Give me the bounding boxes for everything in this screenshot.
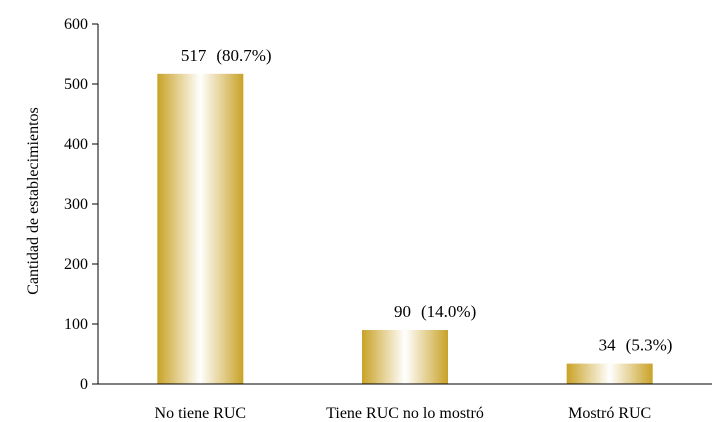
data-label-percent: (14.0%) (421, 302, 476, 321)
data-label-value: 517 (181, 46, 207, 65)
y-tick-label: 500 (64, 76, 88, 93)
y-tick-label: 400 (64, 136, 88, 153)
data-label-percent: (5.3%) (626, 336, 673, 355)
y-tick-label: 300 (64, 196, 88, 213)
data-labels: 517 (80.7%) 90 (14.0%) 34 (5.3%) (181, 46, 673, 355)
x-category-label: Tiene RUC no lo mostró (326, 405, 484, 422)
bar (566, 363, 653, 384)
y-tick-label: 100 (64, 316, 88, 333)
y-tick-label: 0 (80, 376, 88, 393)
x-category-label: No tiene RUC (155, 405, 247, 422)
x-axis-labels: No tiene RUC Tiene RUC no lo mostró Mostró… (155, 405, 652, 422)
bars (157, 73, 653, 385)
y-tick-label: 200 (64, 256, 88, 273)
y-axis-ticks: 0 100 200 300 400 500 600 (64, 16, 98, 393)
data-label-value: 90 (394, 302, 411, 321)
bar (157, 73, 244, 385)
y-tick-label: 600 (64, 16, 88, 33)
x-category-label: Mostró RUC (568, 405, 651, 422)
data-label-percent: (80.7%) (216, 46, 271, 65)
bar (362, 330, 448, 384)
data-label-value: 34 (599, 336, 617, 355)
y-axis-title: Cantidad de establecimientos (25, 107, 42, 295)
